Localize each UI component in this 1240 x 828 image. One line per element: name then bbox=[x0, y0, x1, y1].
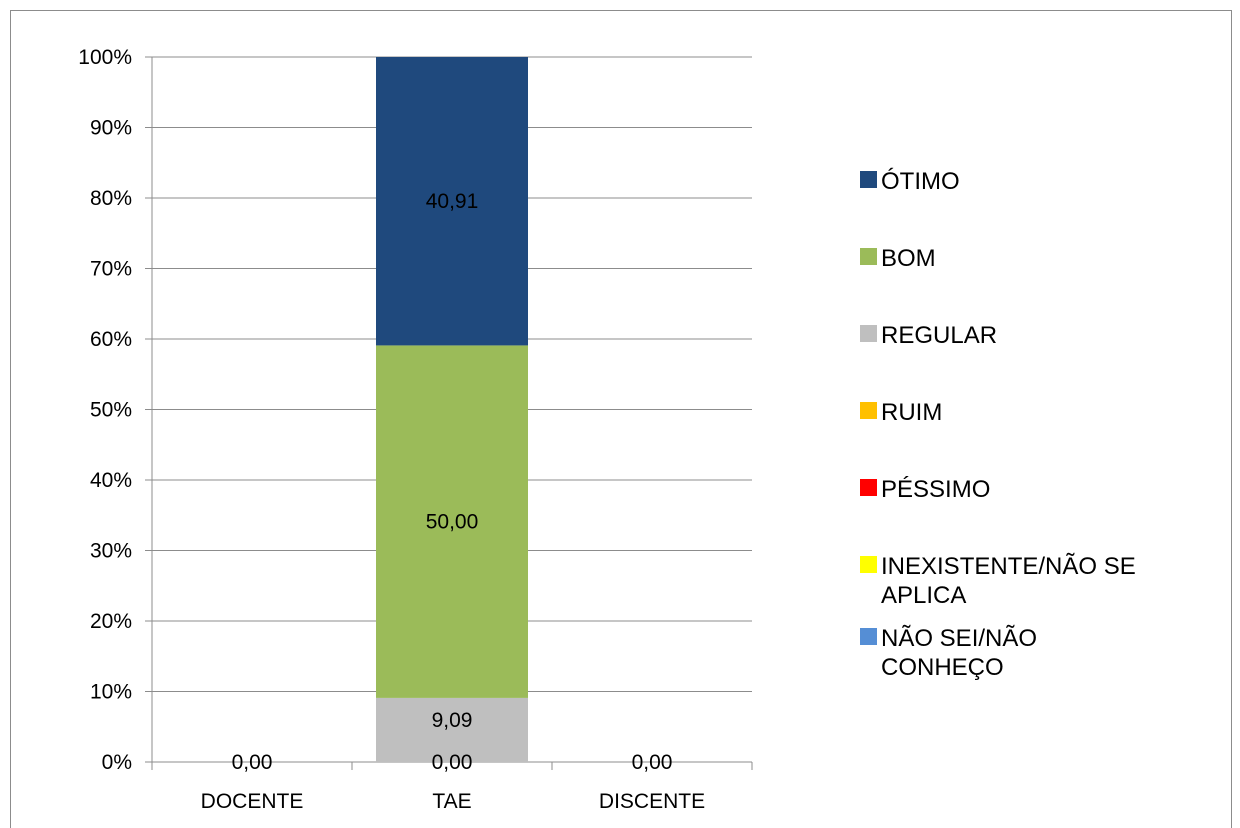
x-tick-label: DOCENTE bbox=[201, 790, 304, 813]
y-tick-label: 50% bbox=[90, 399, 132, 422]
data-label: 9,09 bbox=[432, 709, 473, 732]
y-tick-label: 20% bbox=[90, 610, 132, 633]
legend-label: ÓTIMO bbox=[881, 168, 960, 195]
bar-segment bbox=[376, 697, 528, 762]
y-tick-label: 80% bbox=[90, 187, 132, 210]
legend-swatch bbox=[860, 479, 877, 496]
legend-swatch bbox=[860, 171, 877, 188]
y-tick-label: 0% bbox=[102, 751, 132, 774]
data-label: 0,00 bbox=[432, 751, 473, 774]
y-tick-label: 100% bbox=[78, 46, 132, 69]
legend-label: NÃO SEI/NÃO CONHEÇO bbox=[881, 625, 1037, 681]
legend-swatch bbox=[860, 556, 877, 573]
x-tick-label: TAE bbox=[432, 790, 471, 813]
legend-label: BOM bbox=[881, 245, 936, 272]
y-tick-label: 60% bbox=[90, 328, 132, 351]
legend-label: REGULAR bbox=[881, 322, 997, 349]
data-label: 0,00 bbox=[232, 751, 273, 774]
y-tick-label: 30% bbox=[90, 540, 132, 563]
data-label: 40,91 bbox=[426, 190, 479, 213]
y-tick-label: 70% bbox=[90, 258, 132, 281]
legend-label: PÉSSIMO bbox=[881, 476, 990, 503]
y-tick-label: 10% bbox=[90, 681, 132, 704]
legend-label: RUIM bbox=[881, 399, 942, 426]
data-label: 50,00 bbox=[426, 511, 479, 534]
legend-swatch bbox=[860, 402, 877, 419]
bar-segment bbox=[376, 345, 528, 698]
data-label: 0,00 bbox=[632, 751, 673, 774]
legend-swatch bbox=[860, 628, 877, 645]
legend-swatch bbox=[860, 248, 877, 265]
bar-segment bbox=[376, 57, 528, 346]
legend-swatch bbox=[860, 325, 877, 342]
y-tick-label: 40% bbox=[90, 469, 132, 492]
x-tick-label: DISCENTE bbox=[599, 790, 705, 813]
legend-label: INEXISTENTE/NÃO SE APLICA bbox=[881, 553, 1136, 609]
y-tick-label: 90% bbox=[90, 117, 132, 140]
